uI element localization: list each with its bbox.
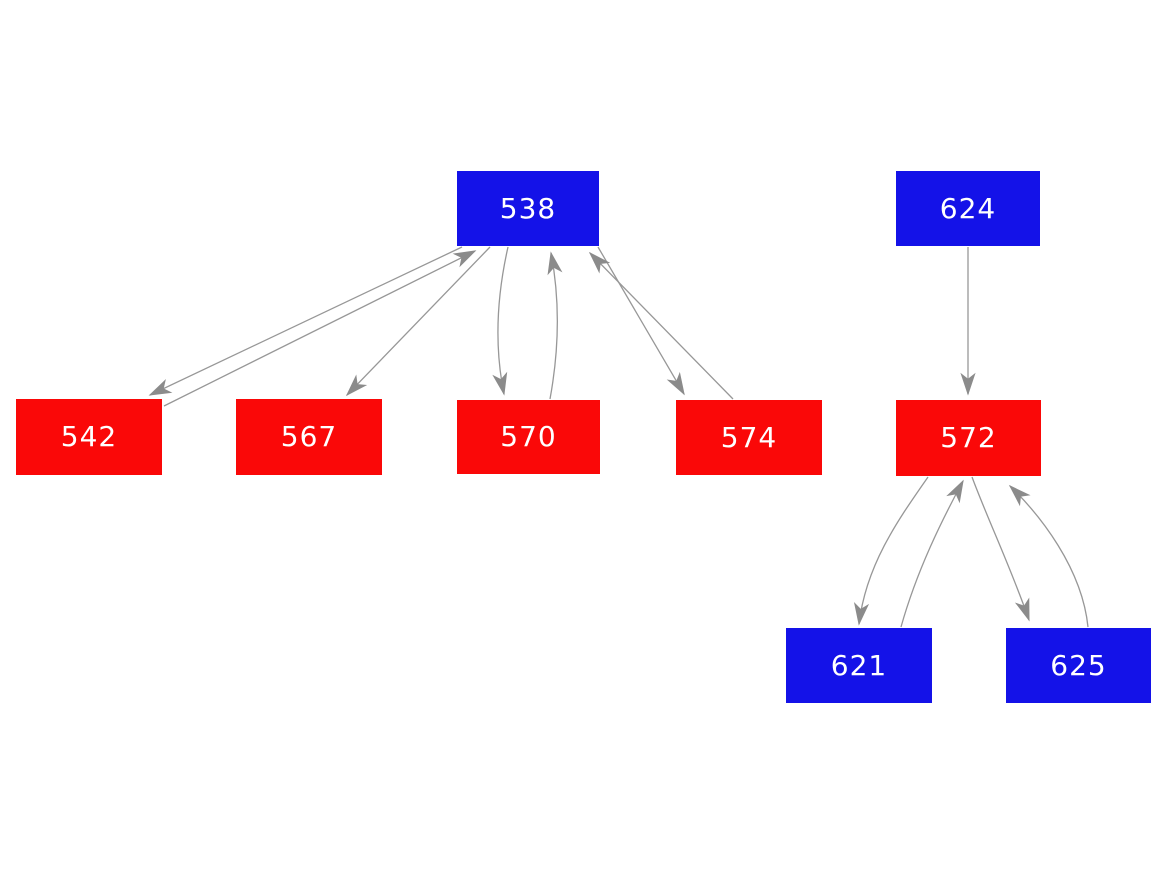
edge-574-538 [588, 251, 734, 400]
node-621: 621 [786, 628, 932, 703]
edge-572-621 [853, 476, 929, 626]
node-538: 538 [457, 171, 599, 246]
node-567: 567 [236, 399, 382, 475]
edge-538-567 [345, 246, 491, 397]
node-542: 542 [16, 399, 162, 475]
node-574: 574 [676, 400, 822, 475]
edge-570-538 [547, 251, 563, 400]
edge-572-625 [971, 476, 1030, 622]
edge-538-542 [148, 246, 463, 396]
edge-538-570 [492, 246, 509, 396]
node-625: 625 [1006, 628, 1151, 703]
edge-542-538 [163, 250, 477, 407]
edge-621-572 [900, 479, 964, 628]
edge-538-574 [597, 246, 685, 396]
node-624: 624 [896, 171, 1040, 246]
node-572: 572 [896, 400, 1041, 476]
edge-625-572 [1008, 484, 1089, 628]
node-570: 570 [457, 400, 600, 474]
